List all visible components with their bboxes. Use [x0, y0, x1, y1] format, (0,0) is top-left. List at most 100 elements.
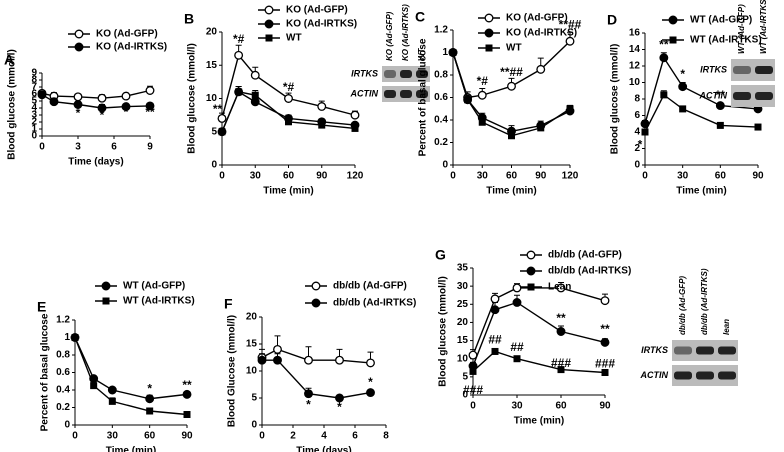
marker [527, 283, 535, 291]
significance: ** [600, 322, 610, 336]
legend-label: KO (Ad-GFP) [506, 13, 568, 24]
legend-label: KO (Ad-GFP) [96, 29, 158, 40]
y-tick-label: 0.2 [434, 137, 448, 148]
marker [90, 382, 98, 390]
x-tick-label: 0 [39, 142, 45, 153]
x-tick-label: 9 [147, 142, 153, 153]
x-tick-label: 60 [144, 431, 156, 442]
marker [250, 97, 260, 107]
blot-band [674, 371, 692, 380]
marker [101, 281, 111, 291]
marker [183, 411, 191, 418]
legend-label: KO (Ad-GFP) [286, 5, 348, 16]
x-axis-label: Time (min) [676, 186, 726, 197]
y-tick-label: 1 [64, 332, 70, 343]
x-axis-label: Time (min) [263, 186, 313, 197]
legend-label: WT (Ad-IRTKS) [123, 296, 195, 307]
x-tick-label: 0 [259, 431, 265, 442]
marker [512, 283, 522, 293]
blot-band [755, 66, 773, 74]
blot-lane-label: WT (Ad-IRTKS) [759, 0, 768, 54]
y-tick-label: 0 [634, 160, 640, 171]
blot-band [384, 70, 396, 78]
x-tick-label: 30 [511, 401, 523, 412]
marker [600, 337, 610, 347]
significance: * [147, 381, 152, 395]
significance: ### [463, 383, 483, 397]
marker [146, 407, 154, 415]
marker [557, 366, 565, 374]
blot-lane-label: KO (Ad-IRTKS) [401, 4, 410, 61]
legend-label: db/db (Ad-IRTKS) [548, 266, 631, 277]
y-tick-label: 0 [251, 420, 257, 431]
y-tick-label: 15 [246, 339, 258, 350]
x-axis-label: Time (min) [486, 186, 536, 197]
y-tick-label: 4 [31, 103, 37, 114]
marker [335, 393, 344, 403]
marker [600, 296, 610, 306]
y-tick-label: 0.4 [56, 385, 70, 396]
marker [641, 128, 649, 136]
y-tick-label: 5 [462, 371, 468, 382]
x-tick-label: 60 [555, 401, 567, 412]
x-tick-label: 2 [290, 431, 296, 442]
marker [108, 397, 116, 405]
marker [145, 394, 155, 404]
y-tick-label: 5 [31, 96, 37, 107]
legend-label: db/db (Ad-IRTKS) [333, 298, 416, 309]
blot-band [755, 92, 773, 100]
y-tick-label: 0 [442, 160, 448, 171]
y-tick-label: 6 [31, 89, 37, 100]
x-tick-label: 0 [470, 401, 476, 412]
y-tick-label: 20 [457, 317, 469, 328]
blot-band [416, 90, 428, 98]
y-tick-label: 25 [457, 299, 469, 310]
series-line [221, 53, 356, 119]
x-axis-label: Time (days) [68, 157, 123, 168]
significance: * [337, 400, 342, 414]
marker [145, 86, 155, 95]
blot-band [674, 346, 692, 355]
x-tick-label: 90 [752, 171, 764, 182]
y-tick-label: 16 [629, 28, 641, 39]
y-axis-label: Percent of basal glucose [40, 313, 51, 431]
x-tick-label: 60 [715, 171, 727, 182]
significance: * [100, 108, 105, 122]
marker [464, 96, 472, 104]
y-tick-label: 1.2 [434, 25, 448, 36]
marker [485, 44, 493, 52]
y-tick-label: 14 [629, 44, 641, 55]
blot-row-label: IRTKS [641, 345, 668, 355]
y-tick-label: 9 [31, 68, 37, 79]
marker [566, 105, 574, 113]
significance: ** [716, 88, 726, 102]
marker [265, 34, 273, 42]
significance: * [368, 375, 373, 389]
y-tick-label: 6 [634, 110, 640, 121]
y-tick-label: 10 [206, 93, 218, 104]
blot-lane-label: db/db (Ad-GFP) [678, 276, 687, 335]
panel-label: E [37, 299, 46, 315]
x-tick-label: 90 [599, 401, 611, 412]
x-tick-label: 30 [250, 171, 262, 182]
series-line [221, 91, 356, 133]
blot-row-label: ACTIN [699, 90, 728, 100]
y-tick-label: 15 [457, 335, 469, 346]
marker [350, 110, 360, 120]
marker [526, 266, 536, 276]
marker [273, 355, 282, 365]
panel-label: B [184, 11, 194, 27]
y-tick-label: 7 [31, 82, 37, 93]
y-tick-label: 5 [211, 126, 217, 137]
x-tick-label: 30 [477, 171, 489, 182]
significance: *# [283, 80, 295, 94]
marker [490, 305, 500, 315]
x-tick-label: 120 [562, 171, 579, 182]
y-tick-label: 1 [442, 47, 448, 58]
significance: ### [551, 356, 571, 370]
significance: ### [595, 357, 615, 371]
significance: ** [182, 378, 192, 392]
y-tick-label: 3 [31, 110, 37, 121]
marker [97, 93, 107, 103]
